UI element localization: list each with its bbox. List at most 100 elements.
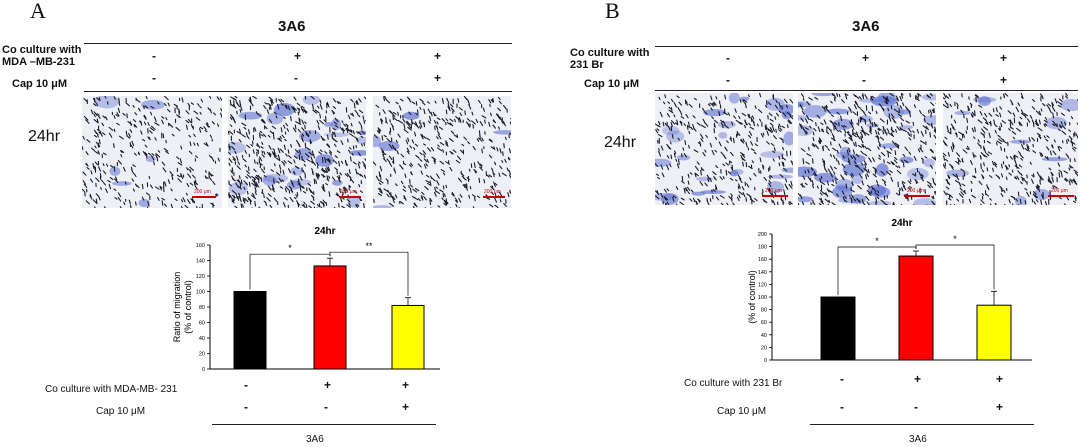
y-axis-label: Ratio of migration(% of control) [748, 262, 757, 333]
panel-b-row1-label: Co culture with 231 Br [570, 47, 650, 71]
significance-bracket-2 [915, 244, 995, 290]
bar-3 [391, 304, 425, 370]
panel-a-row2-label: Cap 10 μM [12, 78, 68, 90]
panel-b-scale-bar-2 [904, 195, 930, 197]
panel-a-row2-sign-3: + [434, 71, 442, 85]
y-tick-label: 160 [758, 257, 767, 263]
panel-b-top-rule [655, 46, 1078, 47]
chart-b-row1-sign-2: + [914, 372, 922, 386]
y-tick-label: 160 [196, 243, 205, 249]
panel-b-row1-sign-3: + [1000, 51, 1008, 65]
chart-b-row1-sign-1: - [840, 372, 844, 386]
panel-a-scale-bar-2 [339, 196, 361, 198]
chart-b-row2-sign-2: - [914, 400, 918, 414]
chart-a-group-rule [212, 424, 436, 425]
panel-a-mid-rule [84, 91, 512, 92]
chart-a-row1-label: Co culture with MDA-MB- 231 [45, 384, 178, 395]
y-tick-label: 180 [758, 245, 767, 251]
bar-3 [976, 304, 1012, 361]
chart-a-row2-sign-2: - [324, 400, 328, 414]
significance-label-2: * [953, 234, 957, 244]
y-tick-label: 40 [199, 336, 205, 342]
panel-b-row2-label: Cap 10 μM [584, 78, 640, 90]
panel-b-row2-sign-1: - [726, 73, 730, 87]
panel-a-row1-label: Co culture with MDA –MB-231 [2, 44, 82, 68]
panel-a-time-label: 24hr [28, 128, 61, 145]
panel-a-row2-sign-1: - [152, 71, 156, 85]
significance-label-1: * [288, 243, 292, 253]
chart-title: 24hr [314, 226, 335, 237]
y-tick-label: 60 [761, 320, 767, 326]
panel-a-scale-text-3: 200 μm [484, 189, 501, 195]
panel-b-title: 3A6 [852, 18, 880, 35]
panel-b-row2-sign-2: - [862, 73, 866, 87]
y-tick-label: 0 [764, 358, 767, 364]
panel-a-row1-sign-1: - [152, 49, 156, 63]
y-tick-label: 80 [199, 305, 205, 311]
chart-a-row1-sign-3: + [402, 378, 410, 392]
bar-1 [233, 291, 267, 370]
panel-a-micrograph-control [82, 96, 222, 208]
bar-1 [820, 296, 856, 361]
chart-a: 24hr 0 20 40 60 80 100 120 140 160 Ratio of migrat… [172, 226, 440, 373]
panel-b-row2-sign-3: + [1000, 73, 1008, 87]
significance-label-1: * [875, 236, 879, 246]
panel-b-scale-bar-3 [1048, 195, 1074, 197]
panel-b-row1-sign-2: + [862, 51, 870, 65]
panel-a-scale-bar-1 [192, 196, 216, 198]
bar-2 [898, 255, 934, 361]
y-tick-label: 120 [758, 282, 767, 288]
panel-letter-b: B [605, 0, 620, 23]
y-tick-label: 140 [196, 259, 205, 265]
chart-a-row2-sign-1: - [244, 400, 248, 414]
panel-b-time-label: 24hr [604, 134, 637, 151]
panel-a-micrograph-cap [373, 96, 511, 208]
y-tick-label: 140 [758, 270, 767, 276]
panel-b-mid-rule [655, 90, 1078, 91]
panel-b-row1-sign-1: - [726, 51, 730, 65]
y-axis-label: Ratio of migration(% of control) [172, 272, 193, 343]
panel-a-micrograph-coculture [228, 96, 366, 208]
chart-a-row2-label: Cap 10 μM [96, 406, 146, 417]
y-tick-label: 0 [202, 367, 205, 373]
y-tick-label: 120 [196, 274, 205, 280]
chart-a-group-label: 3A6 [306, 434, 324, 445]
chart-a-row2-sign-3: + [402, 400, 410, 414]
bar-2 [313, 265, 347, 370]
y-tick-label: 40 [761, 333, 767, 339]
panel-letter-a: A [30, 0, 46, 23]
panel-a-top-rule [84, 43, 512, 44]
significance-bracket-2 [329, 251, 409, 296]
panel-a-scale-text-1: 200 μm [194, 189, 211, 195]
panel-b-scale-bar-1 [762, 195, 788, 197]
y-tick-label: 100 [196, 290, 205, 296]
chart-b-row2-sign-3: + [996, 400, 1004, 414]
y-tick-label: 60 [199, 321, 205, 327]
panel-b-micrograph-control [655, 93, 793, 205]
chart-title: 24hr [891, 218, 912, 229]
panel-a-title: 3A6 [278, 18, 306, 35]
significance-label-2: ** [365, 241, 373, 251]
panel-b-micrograph-coculture [798, 93, 936, 205]
panel-a-scale-bar-3 [483, 196, 505, 198]
y-tick-label: 100 [758, 295, 767, 301]
chart-b-group-rule [810, 424, 1034, 425]
chart-b-row1-sign-3: + [996, 372, 1004, 386]
panel-b-micrograph-cap [943, 93, 1078, 205]
y-tick-label: 200 [758, 232, 767, 238]
chart-b: 24hr 0 20 40 60 80 100 120 140 160 180 200 Ratio of … [748, 218, 1032, 364]
panel-b-scale-text-3: 200 μm [1051, 188, 1068, 194]
panel-b-scale-text-2: 200 μm [907, 188, 924, 194]
y-tick-label: 80 [761, 308, 767, 314]
panel-b-scale-text-1: 200 μm [765, 188, 782, 194]
y-tick-label: 20 [761, 345, 767, 351]
chart-b-row1-label: Co culture with 231 Br [684, 378, 783, 389]
chart-a-row1-sign-2: + [324, 378, 332, 392]
chart-b-row2-sign-1: - [840, 400, 844, 414]
y-tick-label: 20 [199, 352, 205, 358]
chart-b-row2-label: Cap 10 μM [717, 406, 767, 417]
panel-a-row1-sign-2: + [294, 49, 302, 63]
chart-a-row1-sign-1: - [244, 378, 248, 392]
chart-b-group-label: 3A6 [909, 434, 927, 445]
panel-a-row2-sign-2: - [294, 71, 298, 85]
